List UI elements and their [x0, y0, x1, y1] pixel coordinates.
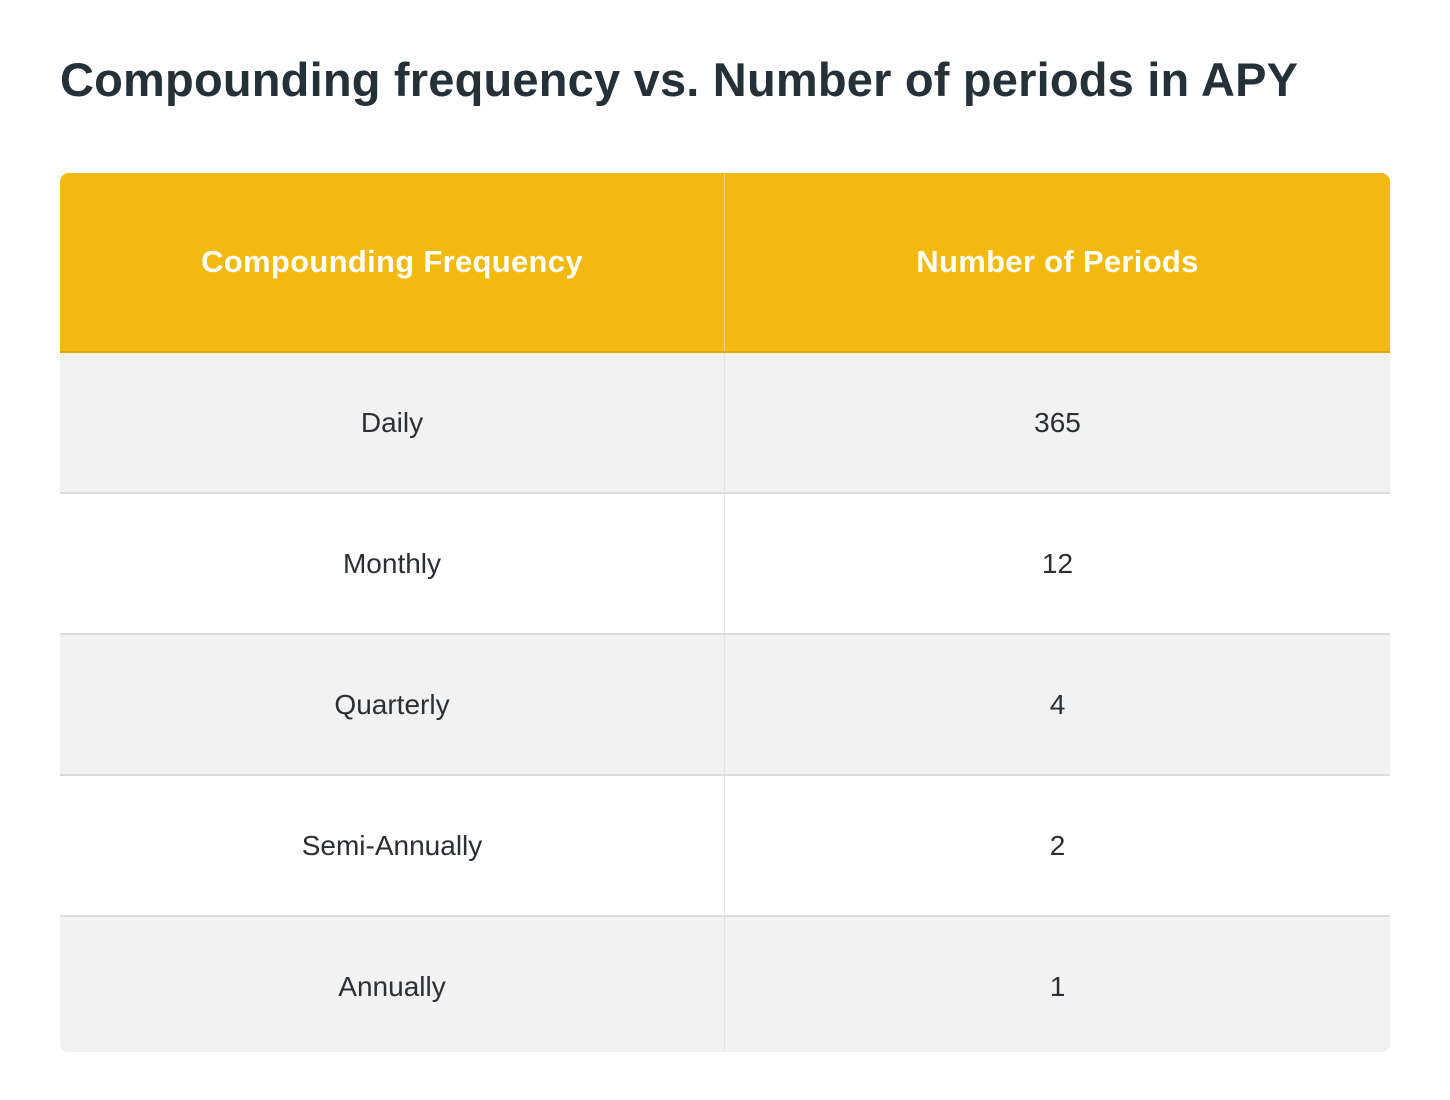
cell-frequency: Daily — [60, 353, 725, 492]
page-title: Compounding frequency vs. Number of peri… — [60, 53, 1299, 106]
cell-frequency: Annually — [60, 917, 725, 1052]
header-number-of-periods: Number of Periods — [916, 244, 1199, 279]
cell-periods: 1 — [1049, 971, 1066, 1002]
cell-periods: 365 — [1034, 406, 1081, 438]
cell-frequency: Monthly — [60, 494, 725, 633]
table-header-row: Compounding Frequency Number of Periods — [60, 173, 1390, 353]
cell-frequency: Semi-Annually — [60, 776, 725, 915]
table-row: Semi-Annually 2 — [60, 776, 1390, 917]
table-row: Monthly 12 — [60, 494, 1390, 635]
table-row: Daily 365 — [60, 353, 1390, 494]
cell-frequency: Quarterly — [60, 635, 725, 774]
cell-periods: 12 — [1041, 547, 1074, 579]
cell-periods: 2 — [1049, 829, 1066, 861]
header-compounding-frequency: Compounding Frequency — [60, 173, 725, 351]
periods-table: Compounding Frequency Number of Periods … — [60, 173, 1390, 1052]
table-row: Quarterly 4 — [60, 635, 1390, 776]
cell-periods: 4 — [1049, 688, 1066, 720]
table-row: Annually 1 — [60, 917, 1390, 1052]
